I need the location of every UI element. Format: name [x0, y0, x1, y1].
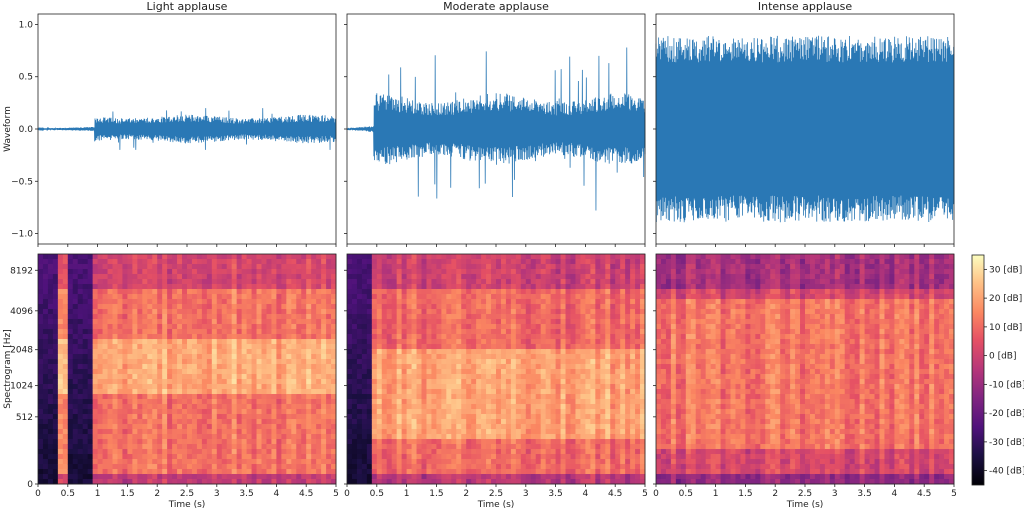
waveform-ytick-label: −0.5	[11, 177, 33, 187]
xtick-label: 3	[214, 489, 220, 499]
xtick-label: 4.5	[299, 489, 313, 499]
spectrogram-ytick-label: 512	[16, 413, 33, 423]
colorbar-gradient	[971, 254, 985, 486]
xtick-label: 1.5	[120, 489, 134, 499]
xtick-label: 4	[583, 489, 589, 499]
spectrogram-ytick-label: 4096	[10, 307, 33, 317]
xtick-label: 0.5	[370, 489, 384, 499]
spectrogram-ytick-label: 0	[27, 480, 33, 490]
xtick-label: 4	[892, 489, 898, 499]
colorbar-tick-label: 10 [dB]	[989, 323, 1022, 333]
xtick-label: 4.5	[917, 489, 931, 499]
xtick-label: 2	[772, 489, 778, 499]
xtick-label: 0	[35, 489, 41, 499]
xtick-label: 1	[404, 489, 410, 499]
xtick-label: 4.5	[608, 489, 622, 499]
xtick-label: 2.5	[489, 489, 503, 499]
xtick-label: 3.5	[239, 489, 253, 499]
waveform-ytick-label: 0.5	[19, 73, 33, 83]
xtick-label: 1	[713, 489, 719, 499]
xtick-label: 2	[463, 489, 469, 499]
xtick-label: 2.5	[798, 489, 812, 499]
xtick-label: 0	[344, 489, 350, 499]
column-title: Intense applause	[758, 0, 852, 13]
xtick-label: 3.5	[548, 489, 562, 499]
xtick-label: 5	[333, 489, 339, 499]
waveform-row	[37, 35, 955, 223]
spectrogram-image	[347, 254, 646, 485]
xtick-label: 1.5	[429, 489, 443, 499]
colorbar-tick-label: 20 [dB]	[989, 294, 1022, 304]
spectrogram-row	[38, 254, 955, 485]
waveform-trace	[37, 108, 337, 150]
xtick-label: 3	[523, 489, 529, 499]
xlabel: Time (s)	[168, 500, 206, 510]
waveform-trace	[346, 47, 646, 211]
xtick-label: 0.5	[679, 489, 693, 499]
colorbar-tick-label: -10 [dB]	[989, 380, 1024, 390]
spectrogram-image	[38, 254, 337, 485]
column-title: Light applause	[147, 0, 228, 13]
colorbar-tick-label: -40 [dB]	[989, 467, 1024, 477]
waveform-ytick-label: 0.0	[19, 125, 34, 135]
xtick-label: 0	[653, 489, 659, 499]
column-title: Moderate applause	[443, 0, 549, 13]
xlabel: Time (s)	[477, 500, 515, 510]
xtick-label: 1	[95, 489, 101, 499]
xtick-label: 5	[951, 489, 957, 499]
colorbar: 30 [dB] 20 [dB] 10 [dB] 0 [dB] -10 [dB] -20 […	[971, 254, 1024, 486]
xtick-label: 5	[642, 489, 648, 499]
xlabel: Time (s)	[786, 500, 824, 510]
colorbar-tick-label: 0 [dB]	[989, 352, 1017, 362]
spectrogram-ytick-label: 8192	[10, 266, 33, 276]
waveform-ylabel: Waveform	[3, 106, 13, 152]
xtick-label: 1.5	[738, 489, 752, 499]
spectrogram-ytick-label: 1024	[10, 382, 33, 392]
colorbar-tick-label: 30 [dB]	[989, 265, 1022, 275]
spectrogram-ytick-label: 2048	[10, 346, 33, 356]
xtick-label: 3	[832, 489, 838, 499]
colorbar-tick-label: -30 [dB]	[989, 438, 1024, 448]
waveform-ytick-label: 1.0	[19, 20, 34, 30]
xtick-label: 0.5	[61, 489, 75, 499]
spectrogram-image	[656, 254, 955, 485]
spectrogram-ylabel: Spectrogram [Hz]	[3, 329, 13, 409]
waveform-ytick-label: −1.0	[11, 230, 33, 240]
waveform-trace	[655, 35, 955, 223]
xtick-label: 2.5	[180, 489, 194, 499]
xtick-label: 4	[274, 489, 280, 499]
colorbar-tick-label: -20 [dB]	[989, 409, 1024, 419]
axes-layer: Light applause 1.0 0.5 0.0 −0.5 −1.0 8192 4096 2…	[3, 0, 957, 510]
xtick-label: 2	[154, 489, 160, 499]
xtick-label: 3.5	[857, 489, 871, 499]
